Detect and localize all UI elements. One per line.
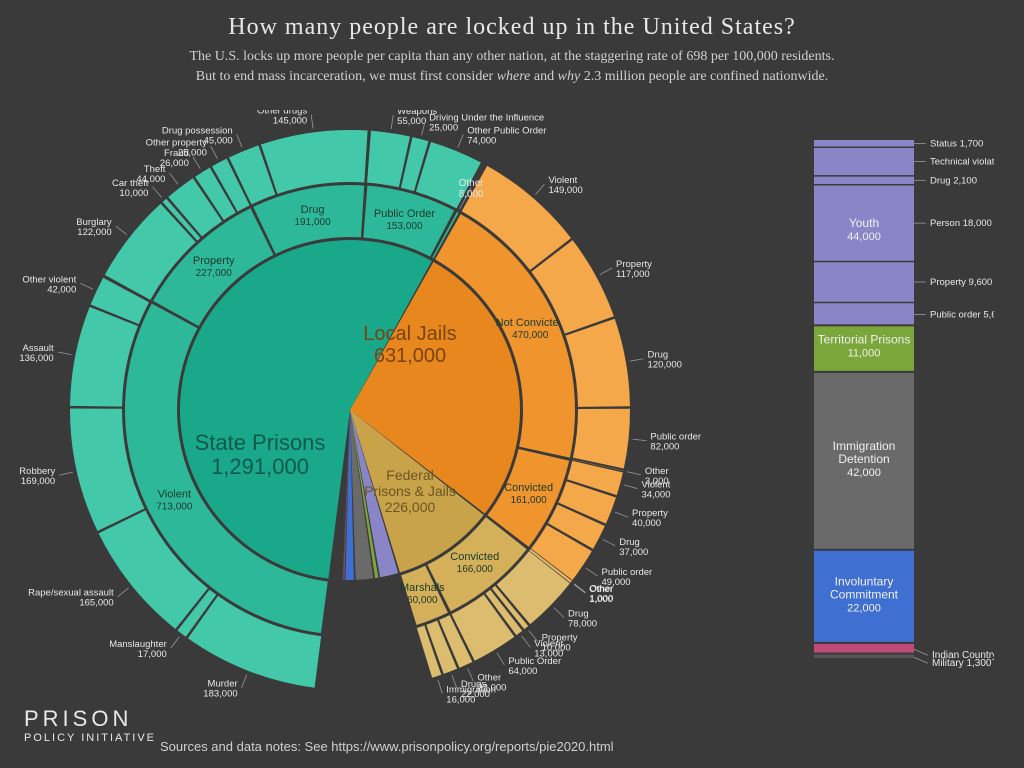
svg-text:64,000: 64,000 [508,666,537,677]
svg-text:60,000: 60,000 [407,595,438,606]
svg-text:631,000: 631,000 [374,345,446,367]
svg-text:Convicted: Convicted [450,551,499,563]
svg-text:17,000: 17,000 [138,649,167,660]
svg-text:Technical violations 6,700: Technical violations 6,700 [930,157,994,168]
svg-text:Violent: Violent [158,488,191,500]
svg-text:11,000: 11,000 [848,348,881,360]
svg-text:10,000: 10,000 [119,188,148,199]
svg-text:55,000: 55,000 [397,116,426,127]
svg-text:16,000: 16,000 [446,694,475,705]
svg-text:Convicted: Convicted [504,482,553,494]
svg-text:Property: Property [193,255,235,267]
subtitle: The U.S. locks up more people per capita… [0,41,1024,86]
logo: PRISON POLICY INITIATIVE [24,706,156,744]
ring3 [261,130,368,194]
svg-text:120,000: 120,000 [648,360,682,371]
svg-text:713,000: 713,000 [156,501,193,512]
svg-text:78,000: 78,000 [568,618,597,629]
svg-text:Detention: Detention [838,452,889,466]
svg-text:Status 1,700: Status 1,700 [930,139,983,150]
svg-text:Commitment: Commitment [830,587,899,601]
svg-text:45,000: 45,000 [204,135,233,146]
svg-text:Military 1,300: Military 1,300 [932,658,992,669]
svg-text:122,000: 122,000 [77,227,111,238]
svg-text:22,000: 22,000 [847,602,881,614]
svg-text:74,000: 74,000 [467,135,496,146]
svg-text:40,000: 40,000 [632,518,661,529]
svg-text:226,000: 226,000 [385,499,436,515]
svg-text:470,000: 470,000 [512,330,549,341]
pie-chart: State Prisons1,291,000 Local Jails631,000… [0,110,740,710]
svg-text:117,000: 117,000 [616,269,650,280]
source-note: Sources and data notes: See https://www.… [160,739,614,754]
svg-text:191,000: 191,000 [295,217,332,228]
svg-text:1,000: 1,000 [589,594,613,605]
svg-text:227,000: 227,000 [196,268,233,279]
svg-text:153,000: 153,000 [386,221,423,232]
svg-text:Marshals: Marshals [400,582,445,594]
svg-text:136,000: 136,000 [19,353,53,364]
svg-text:82,000: 82,000 [650,442,679,453]
svg-text:44,000: 44,000 [847,231,881,243]
svg-text:Property 9,600: Property 9,600 [930,277,992,288]
svg-text:44,000: 44,000 [136,174,165,185]
svg-text:Drug 2,100: Drug 2,100 [930,175,977,186]
svg-text:34,000: 34,000 [641,490,670,501]
side-mil [814,654,914,658]
svg-text:183,000: 183,000 [203,689,237,700]
svg-text:Prisons & Jails: Prisons & Jails [364,483,456,499]
svg-text:149,000: 149,000 [548,185,582,196]
side-indian [814,644,914,653]
svg-text:25,000: 25,000 [178,147,207,158]
svg-text:8,000: 8,000 [459,189,484,200]
svg-text:37,000: 37,000 [619,547,648,558]
svg-text:166,000: 166,000 [457,564,494,575]
svg-text:26,000: 26,000 [160,158,189,169]
svg-text:State Prisons: State Prisons [195,430,326,455]
svg-text:Other: Other [459,178,485,189]
svg-text:1,291,000: 1,291,000 [211,454,309,479]
svg-text:25,000: 25,000 [429,123,458,134]
svg-text:Youth: Youth [849,216,879,230]
svg-text:Not Convicted: Not Convicted [496,317,565,329]
svg-text:Local Jails: Local Jails [363,323,456,345]
svg-text:Immigration: Immigration [833,439,896,453]
svg-text:Drug: Drug [301,204,325,216]
page-title: How many people are locked up in the Uni… [0,0,1024,41]
svg-text:42,000: 42,000 [47,284,76,295]
svg-text:Person 18,000: Person 18,000 [930,218,992,229]
svg-text:Territorial Prisons: Territorial Prisons [818,333,911,347]
side-bar-chart: Youth44,000 Status 1,700 Technical violati… [744,130,994,690]
svg-text:Public Order: Public Order [374,208,435,220]
svg-text:145,000: 145,000 [273,116,307,127]
svg-text:Involuntary: Involuntary [835,574,894,588]
svg-text:Federal: Federal [386,467,433,483]
ring3 [573,409,630,469]
svg-text:165,000: 165,000 [79,598,113,609]
svg-text:42,000: 42,000 [847,467,881,479]
svg-text:Public order 5,600: Public order 5,600 [930,309,994,320]
svg-text:161,000: 161,000 [511,495,548,506]
svg-text:169,000: 169,000 [21,476,55,487]
ring3 [566,319,630,407]
